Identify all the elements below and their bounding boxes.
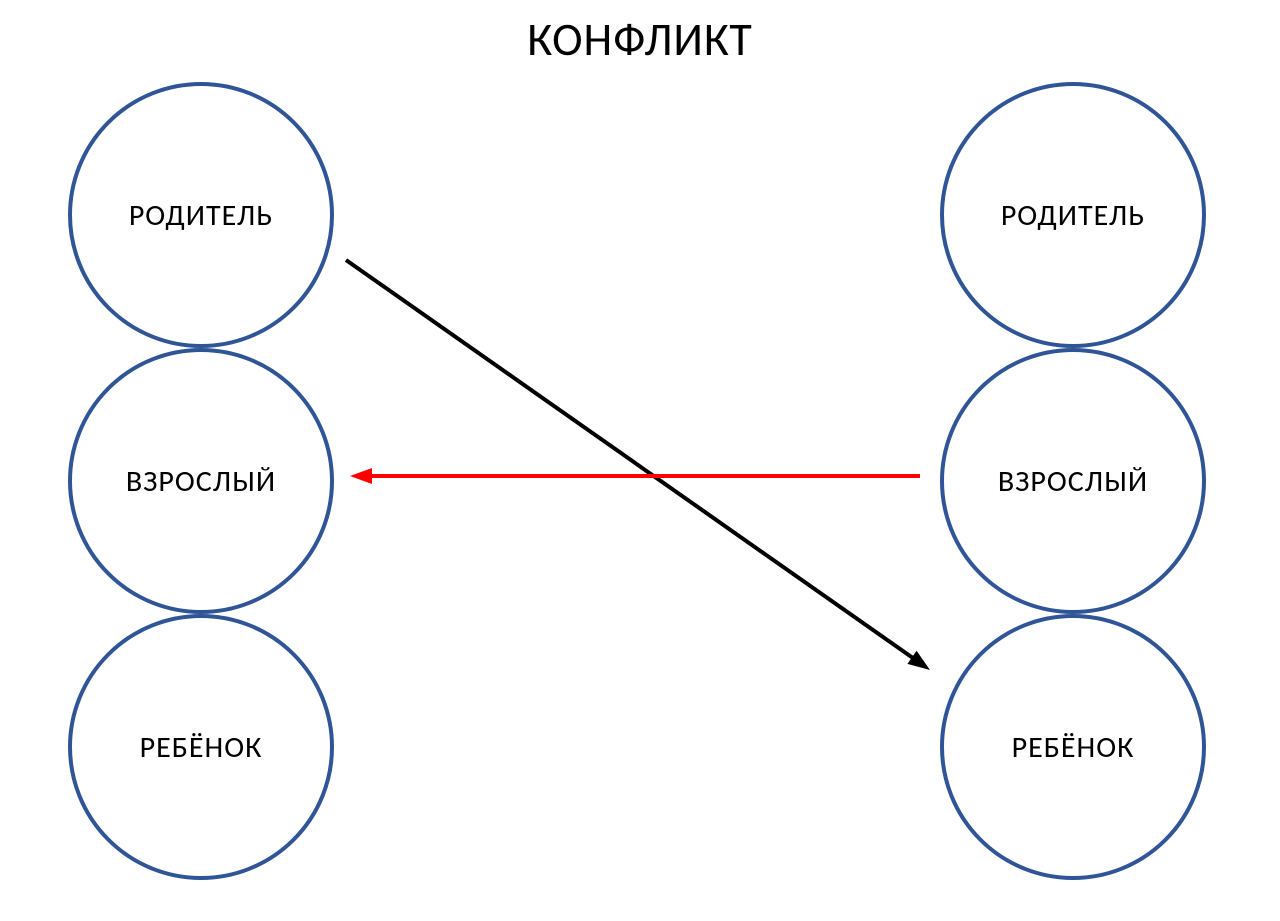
node-left-adult: ВЗРОСЛЫЙ xyxy=(68,348,334,614)
diagram-title: КОНФЛИКТ xyxy=(0,12,1280,68)
diagram-stage: КОНФЛИКТ РОДИТЕЛЬ ВЗРОСЛЫЙ РЕБЁНОК РОДИТ… xyxy=(0,0,1280,921)
node-label: РОДИТЕЛЬ xyxy=(129,197,273,234)
node-label: ВЗРОСЛЫЙ xyxy=(998,463,1148,500)
node-left-child: РЕБЁНОК xyxy=(68,614,334,880)
node-left-parent: РОДИТЕЛЬ xyxy=(68,82,334,348)
node-right-parent: РОДИТЕЛЬ xyxy=(940,82,1206,348)
node-label: РЕБЁНОК xyxy=(1012,729,1135,766)
node-right-adult: ВЗРОСЛЫЙ xyxy=(940,348,1206,614)
adult-to-adult-arrow xyxy=(350,468,920,484)
node-label: РОДИТЕЛЬ xyxy=(1001,197,1145,234)
node-right-child: РЕБЁНОК xyxy=(940,614,1206,880)
parent-to-child-arrow xyxy=(346,260,930,670)
node-label: ВЗРОСЛЫЙ xyxy=(126,463,276,500)
node-label: РЕБЁНОК xyxy=(140,729,263,766)
